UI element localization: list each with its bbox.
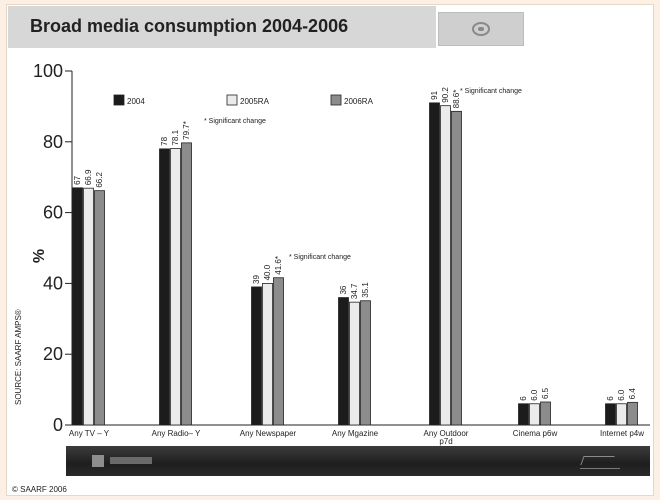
data-label: 34.7 [350, 283, 359, 299]
legend-swatch-2005ra [226, 94, 238, 106]
legend-swatch-2004 [113, 94, 125, 106]
data-label: 79.7* [182, 121, 191, 140]
data-label: 39 [252, 274, 261, 283]
data-label: 6 [606, 396, 615, 401]
data-label: 88.6* [452, 90, 461, 109]
legend-label: 2006RA [344, 97, 374, 106]
data-label: 91 [430, 90, 439, 99]
data-label: 36 [339, 285, 348, 294]
data-label: 78.1 [171, 129, 180, 145]
legend-label: 2004 [127, 97, 145, 106]
bar-2005ra-1 [170, 148, 181, 426]
bar-2006ra-2 [273, 277, 284, 426]
bar-2005ra-4 [440, 105, 451, 426]
bar-2006ra-6 [627, 401, 638, 426]
data-label: 66.9 [84, 169, 93, 185]
data-label: 41.6* [274, 256, 283, 275]
data-label: 6 [519, 396, 528, 401]
data-label: 90.2 [441, 87, 450, 103]
category-label: Any Radio– Y [152, 429, 201, 438]
bar-2006ra-0 [94, 190, 105, 426]
y-tick-label: 100 [33, 61, 63, 81]
y-tick-label: 80 [43, 132, 63, 152]
bar-2004-3 [338, 297, 349, 426]
signature-icon [580, 454, 620, 469]
category-label: Any Mgazine [332, 429, 379, 438]
bar-2004-0 [72, 187, 83, 426]
data-label: 6.0 [617, 389, 626, 401]
data-label: 78 [160, 136, 169, 145]
bar-2006ra-4 [451, 110, 462, 426]
significant-change-annotation: * Significant change [460, 88, 522, 95]
bar-2004-2 [251, 286, 262, 426]
y-tick-label: 40 [43, 273, 63, 293]
page-title: Broad media consumption 2004-2006 [30, 16, 349, 36]
category-label: Internet p4w [600, 429, 644, 438]
title-bar: Broad media consumption 2004-2006 [8, 6, 436, 48]
significant-change-annotation: * Significant change [289, 254, 351, 261]
bar-2005ra-0 [83, 187, 94, 426]
data-label: 66.2 [95, 172, 104, 188]
bar-2004-1 [159, 148, 170, 426]
legend-label: 2005RA [240, 97, 270, 106]
data-label: 6.0 [530, 389, 539, 401]
legend-swatch-2006ra [330, 94, 342, 106]
footer-banner [66, 446, 650, 476]
bar-2006ra-5 [540, 401, 551, 426]
category-label: p7d [439, 437, 452, 446]
amps-banner-logo-icon [92, 455, 104, 467]
category-label: Any Outdoor [424, 429, 469, 438]
data-label: 67 [73, 175, 82, 184]
source-label: SOURCE: SAARF AMPS® [14, 309, 23, 405]
bar-2005ra-2 [262, 282, 273, 426]
bar-2004-4 [429, 102, 440, 426]
significant-change-annotation: * Significant change [204, 118, 266, 125]
bar-2005ra-5 [529, 403, 540, 426]
bar-2006ra-1 [181, 142, 192, 426]
y-tick-label: 0 [53, 415, 63, 435]
seal-logo-icon [438, 12, 524, 46]
category-label: Any Newspaper [240, 429, 297, 438]
bar-2005ra-3 [349, 301, 360, 426]
category-label: Any TV – Y [69, 429, 110, 438]
data-label: 6.5 [541, 387, 550, 399]
banner-logo-text [110, 457, 152, 464]
bar-2004-6 [605, 403, 616, 426]
data-label: 6.4 [628, 388, 637, 400]
y-tick-label: 60 [43, 203, 63, 223]
seal-mark [472, 22, 490, 36]
y-axis-label: % [31, 249, 48, 263]
data-label: 40.0 [263, 264, 272, 280]
bar-2005ra-6 [616, 403, 627, 426]
bar-2004-5 [518, 403, 529, 426]
category-label: Cinema p6w [513, 429, 558, 438]
copyright-text: © SAARF 2006 [12, 485, 67, 494]
y-tick-label: 20 [43, 344, 63, 364]
data-label: 35.1 [361, 282, 370, 298]
bar-2006ra-3 [360, 300, 371, 426]
